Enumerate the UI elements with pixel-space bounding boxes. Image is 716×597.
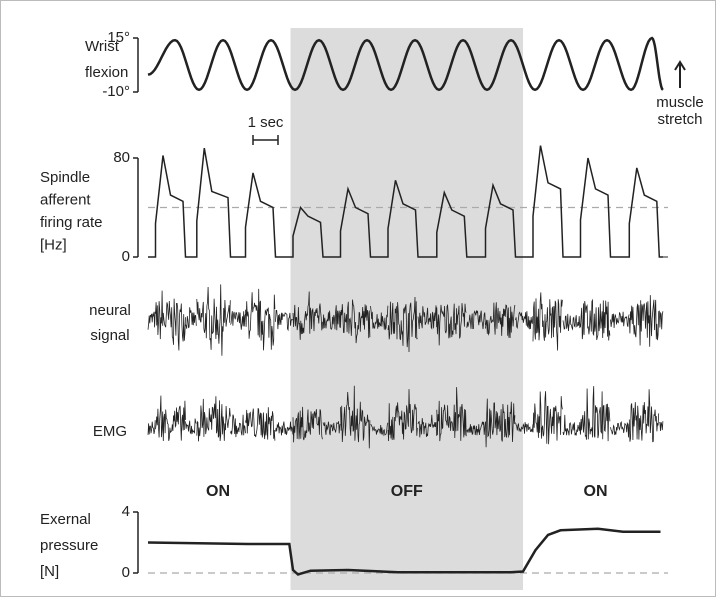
y-tick-label: 15° xyxy=(107,29,130,46)
spindle-trace xyxy=(148,145,663,258)
emg-trace xyxy=(292,406,323,443)
pressure-label: [N] xyxy=(40,563,59,580)
emg-trace xyxy=(628,389,660,443)
neural-trace xyxy=(580,298,611,341)
emg-trace xyxy=(322,421,341,436)
emg-trace xyxy=(610,421,630,438)
emg-trace xyxy=(155,395,186,442)
emg-trace xyxy=(562,414,581,436)
emg-trace xyxy=(580,386,611,442)
neural-trace xyxy=(417,305,437,330)
neural-trace xyxy=(532,292,563,351)
scalebar xyxy=(252,135,279,145)
off-period xyxy=(290,28,523,590)
emg-trace xyxy=(436,387,467,442)
wrist-trace xyxy=(147,36,664,92)
emg-trace xyxy=(466,421,486,436)
neural-trace xyxy=(292,291,323,340)
emg-trace xyxy=(196,396,231,442)
emg-trace xyxy=(387,389,418,442)
neural-trace xyxy=(185,307,197,329)
neural-trace xyxy=(275,310,294,332)
condition-label: ON xyxy=(584,483,608,500)
emg-trace xyxy=(275,421,294,436)
pressure-label: Exernal xyxy=(40,511,91,528)
neural-trace xyxy=(628,295,660,347)
neural-trace xyxy=(485,302,516,339)
neural-label: neural xyxy=(89,302,131,319)
y-tick-label: 0 xyxy=(122,564,130,581)
spindle-label: firing rate xyxy=(40,214,103,231)
neural-trace xyxy=(562,313,581,332)
condition-label: ON xyxy=(206,483,230,500)
emg-label: EMG xyxy=(93,423,127,440)
stretch-arrow xyxy=(674,60,686,88)
pressure-label: pressure xyxy=(40,537,98,554)
neural-trace xyxy=(387,296,418,353)
neural-trace xyxy=(196,284,231,356)
condition-label: OFF xyxy=(391,483,423,500)
neural-trace xyxy=(370,305,389,331)
emg-trace xyxy=(417,414,437,438)
emg-trace xyxy=(485,398,516,448)
emg-trace xyxy=(245,407,276,441)
spindle-label: Spindle xyxy=(40,169,90,186)
neural-label: signal xyxy=(90,327,129,344)
wrist-label: Wrist xyxy=(85,38,120,55)
neural-trace xyxy=(230,311,246,330)
neural-trace xyxy=(322,305,341,331)
neural-trace xyxy=(658,310,664,330)
neural-trace xyxy=(155,290,186,351)
neural-trace xyxy=(340,299,371,344)
emg-trace xyxy=(340,385,371,449)
emg-trace xyxy=(185,418,197,435)
neural-trace xyxy=(147,311,156,330)
scalebar-label: 1 sec xyxy=(248,114,284,131)
emg-trace xyxy=(230,414,246,438)
emg-trace xyxy=(515,422,534,434)
y-tick-label: 80 xyxy=(113,149,130,166)
spindle-label: afferent xyxy=(40,191,91,208)
emg-trace xyxy=(370,422,389,437)
emg-trace xyxy=(659,421,664,432)
emg-trace xyxy=(532,391,563,445)
spindle-label: [Hz] xyxy=(40,236,67,253)
neural-trace xyxy=(245,288,276,351)
neural-trace xyxy=(515,311,534,330)
stretch-label: stretch xyxy=(657,111,702,128)
y-tick-label: -10° xyxy=(102,83,130,100)
neural-trace xyxy=(436,303,467,346)
y-tick-label: 0 xyxy=(122,248,130,265)
y-tick-label: 4 xyxy=(122,503,130,520)
neural-trace xyxy=(466,310,486,330)
stretch-label: muscle xyxy=(656,94,704,111)
neural-trace xyxy=(610,311,630,329)
pressure-trace xyxy=(147,527,661,576)
wrist-label: flexion xyxy=(85,64,128,81)
emg-trace xyxy=(147,420,156,435)
